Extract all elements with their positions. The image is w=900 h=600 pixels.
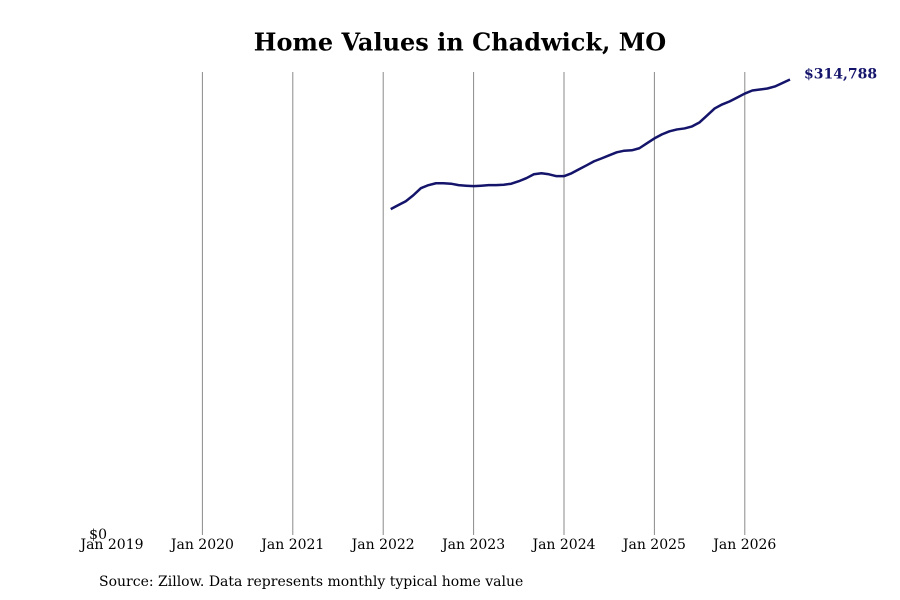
line <box>390 78 791 211</box>
value-label: $314,788 <box>804 67 877 83</box>
x-tick-label: Jan 2021 <box>259 537 324 553</box>
y-tick-label: $0 <box>89 527 107 543</box>
x-tick-label: Jan 2019 <box>78 537 143 553</box>
x-tick-label: Jan 2025 <box>621 537 686 553</box>
x-tick-label: Jan 2020 <box>169 537 234 553</box>
chart-title: Home Values in Chadwick, MO <box>254 28 666 57</box>
x-tick-label: Jan 2024 <box>530 537 595 553</box>
x-tick-label: Jan 2022 <box>350 537 415 553</box>
x-tick-label: Jan 2023 <box>440 537 505 553</box>
source-note: Source: Zillow. Data represents monthly … <box>99 574 523 590</box>
x-tick-label: Jan 2026 <box>711 537 776 553</box>
